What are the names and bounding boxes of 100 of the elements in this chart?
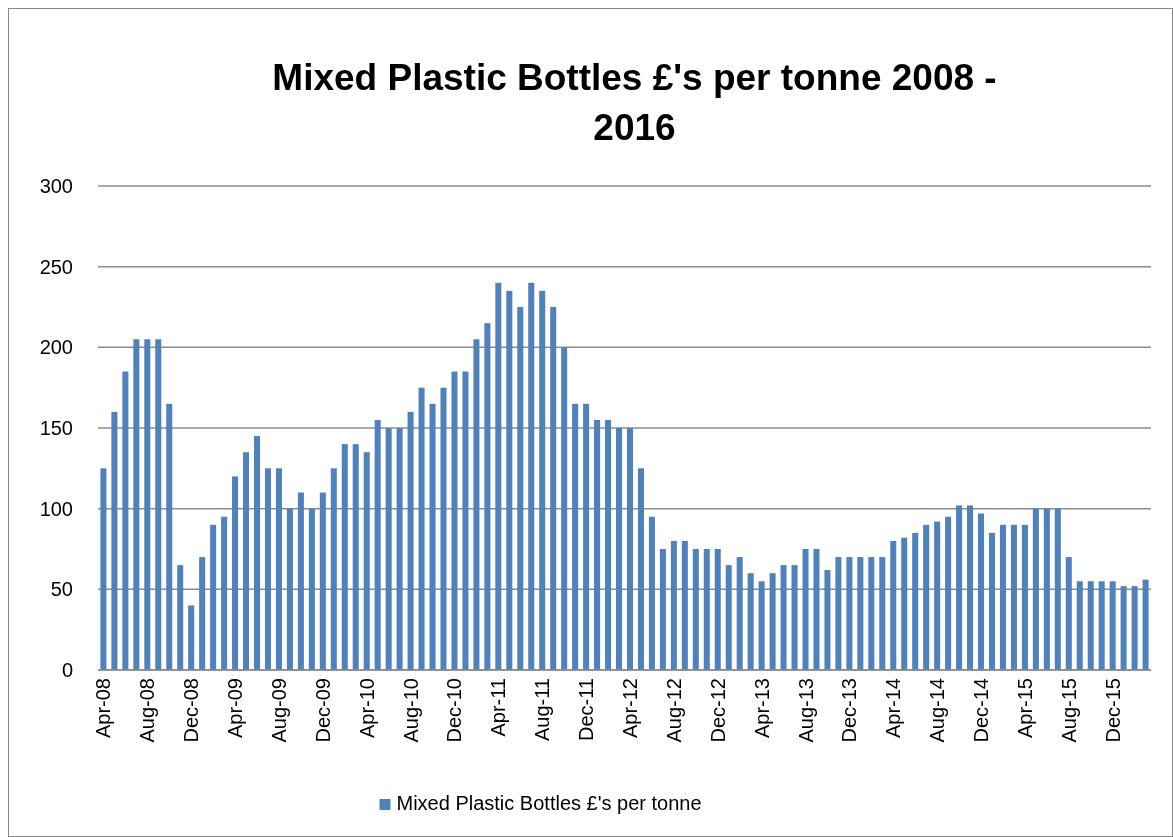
bar <box>122 371 129 670</box>
bar <box>352 444 359 670</box>
bar <box>824 569 831 670</box>
bar <box>725 565 732 670</box>
bar <box>988 532 996 670</box>
bar <box>747 573 754 670</box>
bar <box>297 492 304 670</box>
bar <box>275 468 282 670</box>
x-tick-label: Dec-10 <box>443 678 466 743</box>
bar <box>418 387 425 670</box>
bar <box>243 452 250 670</box>
bar <box>758 581 765 670</box>
bar <box>506 290 513 670</box>
bar <box>835 557 842 670</box>
bar <box>1010 524 1017 670</box>
bar <box>166 403 173 670</box>
bar <box>780 565 787 670</box>
bar <box>133 339 140 670</box>
bar <box>594 419 601 670</box>
y-tick-label: 100 <box>39 497 73 520</box>
x-tick-label: Apr-11 <box>487 678 510 737</box>
bar <box>605 419 612 670</box>
x-tick-label: Dec-09 <box>311 678 334 743</box>
bar <box>330 468 337 670</box>
bar <box>396 428 403 670</box>
x-tick-label: Dec-08 <box>180 678 203 743</box>
x-tick-label: Apr-08 <box>92 678 115 739</box>
bar <box>144 339 151 670</box>
bar <box>528 282 535 670</box>
bar <box>923 524 930 670</box>
bar <box>210 524 217 670</box>
bar <box>1131 586 1138 670</box>
bar <box>846 557 853 670</box>
bar <box>648 516 655 670</box>
bar <box>253 436 261 670</box>
bar <box>1098 581 1105 670</box>
bar <box>440 387 447 670</box>
bar <box>561 347 568 670</box>
bar <box>956 505 963 670</box>
bar <box>232 476 239 670</box>
bar <box>999 524 1006 670</box>
bar <box>451 371 458 670</box>
bar <box>714 549 721 670</box>
bar <box>550 307 557 670</box>
x-tick-label: Apr-09 <box>224 678 247 739</box>
bar <box>1032 508 1039 670</box>
bar <box>385 428 392 670</box>
bar <box>539 290 546 670</box>
bar <box>319 492 326 670</box>
bar <box>978 513 985 670</box>
bar <box>100 468 107 670</box>
bar <box>462 371 469 670</box>
bar <box>407 411 414 670</box>
bar <box>681 540 688 670</box>
bar <box>517 307 524 670</box>
x-tick-label: Aug-13 <box>794 678 817 743</box>
bar <box>879 557 886 670</box>
bar <box>221 516 228 670</box>
chart-title: Mixed Plastic Bottles £'s per tonne 2008 - 2016 <box>272 57 997 148</box>
bar <box>1142 579 1149 670</box>
bar <box>912 532 919 670</box>
bar <box>374 419 381 670</box>
x-tick-label: Aug-15 <box>1057 678 1080 743</box>
bar <box>813 549 820 670</box>
bar <box>637 468 644 670</box>
bar <box>155 339 162 670</box>
bar <box>945 516 952 670</box>
bar <box>626 428 633 670</box>
x-tick-label: Apr-13 <box>750 678 773 739</box>
x-tick-label: Dec-15 <box>1101 678 1124 743</box>
bar <box>363 452 370 670</box>
x-tick-label: Aug-14 <box>926 678 949 743</box>
bar <box>1065 557 1072 670</box>
x-tick-label: Dec-11 <box>575 678 598 741</box>
bar <box>791 565 798 670</box>
legend-label: Mixed Plastic Bottles £'s per tonne <box>396 792 702 814</box>
bar <box>616 428 623 670</box>
bar <box>670 540 677 670</box>
bar <box>1087 581 1094 670</box>
x-tick-label: Aug-12 <box>662 678 685 743</box>
y-tick-label: 300 <box>39 175 73 197</box>
bar <box>901 537 908 670</box>
bar <box>484 323 491 670</box>
bar <box>1054 508 1061 670</box>
bar <box>111 411 118 670</box>
x-tick-label: Apr-12 <box>618 678 641 739</box>
bar <box>473 339 480 670</box>
bar <box>802 549 809 670</box>
bar <box>572 403 579 670</box>
bar <box>286 508 293 670</box>
bar <box>890 540 897 670</box>
y-tick-label: 200 <box>39 336 73 359</box>
x-tick-label: Dec-14 <box>970 678 993 743</box>
bar <box>769 573 776 670</box>
bar <box>188 605 195 670</box>
bar <box>1043 508 1050 670</box>
x-tick-label: Aug-10 <box>399 678 422 743</box>
y-tick-label: 250 <box>39 255 73 278</box>
bar <box>341 444 348 670</box>
bar <box>583 403 590 670</box>
